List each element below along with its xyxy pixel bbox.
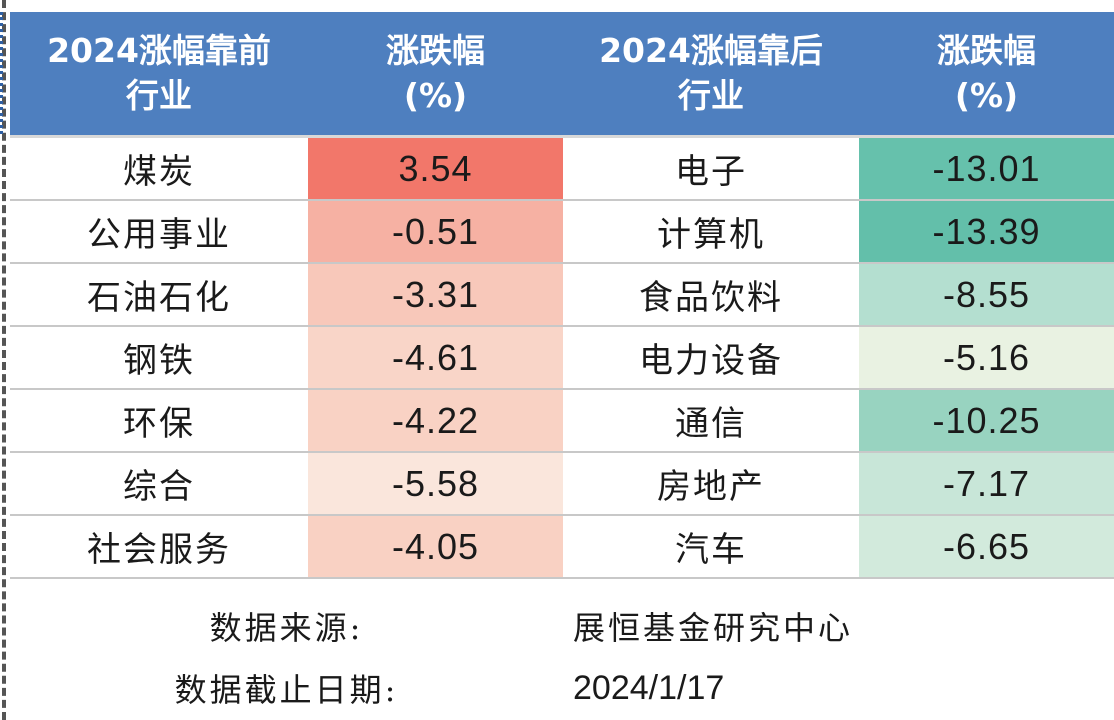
top-change-cell[interactable]: -5.58 — [308, 453, 563, 514]
table-row: 社会服务 -4.05 汽车 -6.65 — [10, 516, 1114, 579]
source-value: 展恒基金研究中心 — [573, 609, 854, 647]
selection-marker — [0, 12, 9, 134]
table-row: 综合 -5.58 房地产 -7.17 — [10, 453, 1114, 516]
bottom-change-cell[interactable]: -8.55 — [859, 264, 1114, 325]
source-label: 数据来源: — [209, 609, 364, 647]
bottom-industry-cell[interactable]: 电力设备 — [639, 341, 783, 381]
bottom-change-cell[interactable]: -13.39 — [859, 201, 1114, 262]
top-change-cell[interactable]: -0.51 — [308, 201, 563, 262]
source-row: 数据来源: 展恒基金研究中心 — [10, 596, 1114, 656]
bottom-change-cell[interactable]: -5.16 — [859, 327, 1114, 388]
date-row: 数据截止日期: 2024/1/17 — [10, 658, 1114, 718]
table-row: 钢铁 -4.61 电力设备 -5.16 — [10, 327, 1114, 390]
table-row: 石油石化 -3.31 食品饮料 -8.55 — [10, 264, 1114, 327]
top-change-cell[interactable]: -4.22 — [308, 390, 563, 451]
table-row: 煤炭 3.54 电子 -13.01 — [10, 138, 1114, 201]
top-industry-cell[interactable]: 社会服务 — [87, 530, 231, 570]
bottom-change-cell[interactable]: -7.17 — [859, 453, 1114, 514]
table-footer: 数据来源: 展恒基金研究中心 数据截止日期: 2024/1/17 — [10, 594, 1114, 720]
header-bottom-change: 涨跌幅 (%) — [937, 30, 1036, 115]
bottom-industry-cell[interactable]: 房地产 — [657, 467, 765, 507]
top-industry-cell[interactable]: 环保 — [123, 404, 195, 444]
table-header: 2024涨幅靠前 行业 涨跌幅 (%) 2024涨幅靠后 行业 涨跌幅 (%) — [10, 12, 1114, 138]
bottom-change-cell[interactable]: -13.01 — [859, 138, 1114, 199]
top-change-cell[interactable]: -3.31 — [308, 264, 563, 325]
bottom-change-cell[interactable]: -6.65 — [859, 516, 1114, 577]
bottom-industry-cell[interactable]: 通信 — [675, 404, 747, 444]
bottom-industry-cell[interactable]: 食品饮料 — [639, 278, 783, 318]
date-value: 2024/1/17 — [573, 668, 725, 707]
table-row: 环保 -4.22 通信 -10.25 — [10, 390, 1114, 453]
top-industry-cell[interactable]: 公用事业 — [87, 215, 231, 255]
bottom-change-cell[interactable]: -10.25 — [859, 390, 1114, 451]
top-industry-cell[interactable]: 石油石化 — [87, 278, 231, 318]
table-row: 公用事业 -0.51 计算机 -13.39 — [10, 201, 1114, 264]
bottom-industry-cell[interactable]: 计算机 — [657, 215, 765, 255]
top-industry-cell[interactable]: 煤炭 — [123, 152, 195, 192]
bottom-industry-cell[interactable]: 汽车 — [675, 530, 747, 570]
page-break-line — [2, 0, 6, 720]
top-industry-cell[interactable]: 综合 — [123, 467, 195, 507]
top-industry-cell[interactable]: 钢铁 — [123, 341, 195, 381]
bottom-industry-cell[interactable]: 电子 — [675, 152, 747, 192]
date-label: 数据截止日期: — [174, 671, 399, 709]
header-bottom-industry: 2024涨幅靠后 行业 — [599, 30, 823, 115]
top-change-cell[interactable]: -4.61 — [308, 327, 563, 388]
top-change-cell[interactable]: -4.05 — [308, 516, 563, 577]
header-top-change: 涨跌幅 (%) — [386, 30, 485, 115]
header-top-industry: 2024涨幅靠前 行业 — [47, 30, 271, 115]
top-change-cell[interactable]: 3.54 — [308, 138, 563, 199]
